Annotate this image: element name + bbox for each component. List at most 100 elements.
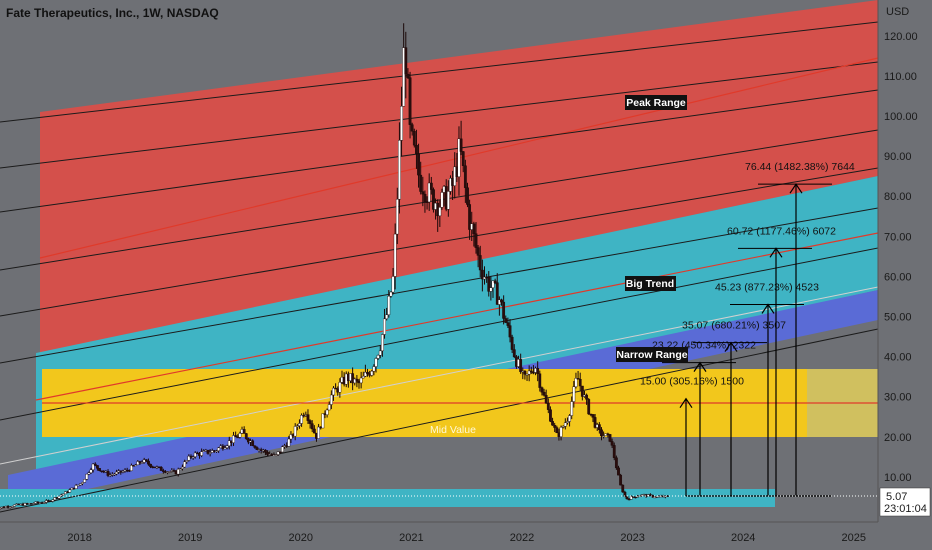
candle-body <box>242 429 246 434</box>
candle-body <box>238 433 242 438</box>
candle-body <box>300 415 303 424</box>
channel-lines <box>0 21 879 513</box>
candle-body <box>253 445 257 448</box>
candle-body <box>438 207 442 217</box>
candle-body <box>68 489 72 493</box>
candle-body <box>89 469 93 473</box>
candle-body <box>32 503 35 505</box>
candle-body <box>363 372 367 377</box>
price-targets: 15.00 (305.16%) 1500 23.22 (450.34%) 2322… <box>640 161 855 497</box>
candle-body <box>95 465 99 469</box>
candle-body <box>312 428 316 434</box>
candle-body <box>572 386 576 402</box>
candle-body <box>419 174 423 192</box>
candle-body <box>489 287 493 292</box>
candle-body <box>144 459 148 462</box>
candle-body <box>619 474 623 486</box>
candle-body <box>585 394 588 400</box>
candle-body <box>81 482 84 484</box>
y-tick-label: 110.00 <box>884 71 917 83</box>
candle-body <box>276 451 280 455</box>
candle-body <box>159 466 163 471</box>
candle-body <box>106 471 110 476</box>
svg-text:Narrow Range: Narrow Range <box>616 349 687 361</box>
candle-body <box>427 182 431 203</box>
candle-body <box>415 144 418 154</box>
candle-body <box>525 373 529 376</box>
big-trend-label: Big Trend <box>625 276 676 291</box>
candle-body <box>593 417 597 428</box>
y-tick-label: 60.00 <box>884 271 912 283</box>
target-arrow: 35.07 (680.21%) 3507 <box>682 320 786 496</box>
candle-body <box>140 462 144 464</box>
candle-body <box>621 484 625 493</box>
candle-body <box>374 358 378 367</box>
candle-body <box>402 47 406 107</box>
candle-body <box>406 73 410 78</box>
candle-body <box>98 468 101 471</box>
candle-body <box>538 373 542 388</box>
x-tick-label: 2024 <box>731 532 755 544</box>
price-series <box>0 23 669 511</box>
candle-body <box>193 452 197 458</box>
candle-body <box>130 465 133 471</box>
y-tick-label: 90.00 <box>884 151 912 163</box>
candle-body <box>561 426 565 428</box>
candle-body <box>78 483 82 486</box>
y-tick-label: 40.00 <box>884 352 912 364</box>
x-tick-label: 2023 <box>620 532 644 544</box>
candle-body <box>183 461 187 468</box>
candle-body <box>523 370 527 375</box>
candle-body <box>266 452 269 455</box>
candle-body <box>474 233 478 248</box>
svg-text:23:01:04: 23:01:04 <box>884 503 927 515</box>
candle-body <box>83 479 87 483</box>
target-label: 35.07 (680.21%) 3507 <box>682 320 786 332</box>
candle-body <box>310 423 314 430</box>
candle-body <box>493 280 497 283</box>
candle-body <box>563 422 567 427</box>
candle-body <box>327 404 331 411</box>
candle-body <box>408 77 412 125</box>
peak-range-label: Peak Range <box>625 95 687 110</box>
candle-body <box>215 450 218 452</box>
mid-value-label: Mid Value <box>430 424 476 436</box>
candle-body <box>542 391 546 396</box>
x-tick-label: 2022 <box>510 532 534 544</box>
candle-body <box>185 460 189 462</box>
candle-body <box>225 445 229 448</box>
candle-body <box>600 429 603 437</box>
target-arrow: 60.72 (1177.46%) 6072 <box>727 225 836 496</box>
candle-body <box>553 425 557 428</box>
candle-body <box>400 106 403 141</box>
candle-body <box>136 461 140 466</box>
candle-body <box>468 204 472 230</box>
candle-body <box>115 471 118 475</box>
candle-body <box>459 138 463 152</box>
candle-body <box>295 425 299 428</box>
candle-body <box>568 415 571 422</box>
candle-body <box>536 367 540 374</box>
candle-body <box>208 452 212 454</box>
y-tick-label: 10.00 <box>884 472 912 484</box>
candle-body <box>627 498 631 501</box>
svg-text:5.07: 5.07 <box>886 491 907 503</box>
candle-body <box>366 372 369 374</box>
candle-body <box>191 456 195 459</box>
candle-body <box>61 493 65 496</box>
candle-body <box>355 378 359 382</box>
candle-body <box>332 387 335 396</box>
candle-body <box>508 325 512 338</box>
candle-body <box>0 507 1 510</box>
candle-body <box>404 47 408 75</box>
candle-body <box>610 441 614 446</box>
candle-body <box>338 382 342 393</box>
candle-body <box>385 314 389 320</box>
candle-body <box>546 403 550 410</box>
y-tick-label: 80.00 <box>884 191 912 203</box>
candle-body <box>478 255 482 271</box>
candle-body <box>440 192 444 208</box>
candle-body <box>410 124 414 132</box>
x-tick-label: 2025 <box>842 532 866 544</box>
